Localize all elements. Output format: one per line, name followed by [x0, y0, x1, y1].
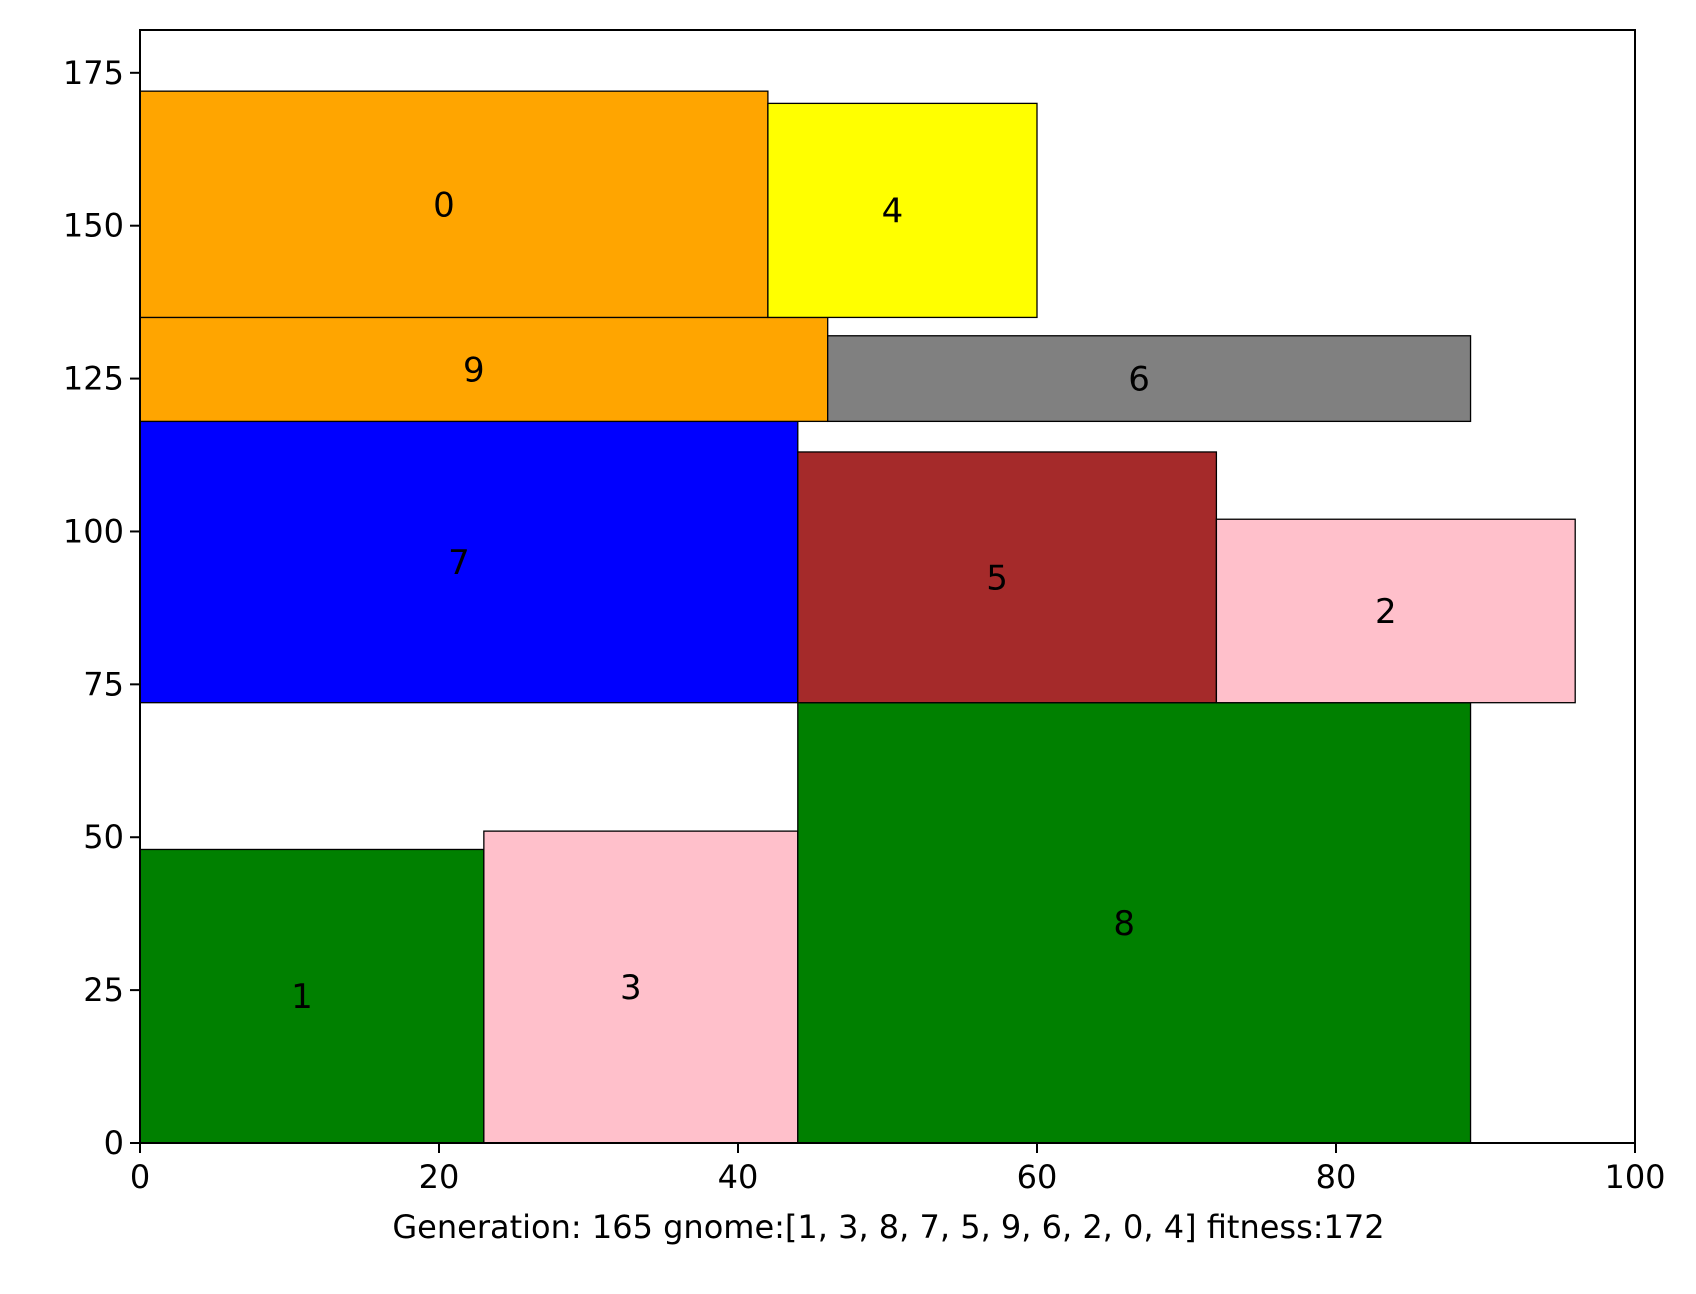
x-tick-label: 20	[419, 1158, 460, 1196]
rectangle-9	[139, 316, 829, 423]
rectangle-3	[483, 830, 799, 1144]
x-axis-ticks: 0 20 40 60 80 100	[130, 1143, 1666, 1196]
rectangle-7	[139, 420, 799, 704]
y-tick-label: 25	[83, 971, 124, 1009]
rectangle-labels-layer: 1 3 8 7 5 9 6 2 0 4	[291, 185, 1397, 1017]
rectangle-1	[139, 848, 485, 1144]
x-tick-label: 0	[130, 1158, 150, 1196]
y-tick-label: 150	[63, 207, 124, 245]
x-tick-label: 100	[1604, 1158, 1665, 1196]
y-tick-label: 100	[63, 512, 124, 550]
y-axis-ticks: 0 25 50 75 100 125 150 175	[63, 54, 140, 1162]
y-tick-label: 125	[63, 360, 124, 398]
y-tick-label: 75	[83, 665, 124, 703]
x-tick-label: 60	[1017, 1158, 1058, 1196]
rectangle-5	[797, 451, 1218, 704]
rectangle-label-5: 5	[986, 558, 1008, 598]
y-tick-label: 0	[104, 1124, 124, 1162]
x-tick-label: 40	[718, 1158, 759, 1196]
plot-frame	[139, 29, 1636, 1144]
rectangle-label-3: 3	[620, 968, 642, 1008]
rectangle-label-0: 0	[433, 185, 455, 225]
rectangle-4	[767, 102, 1038, 319]
rectangle-label-4: 4	[882, 191, 904, 231]
rectangle-label-9: 9	[463, 350, 485, 390]
rectangle-label-6: 6	[1128, 360, 1150, 400]
x-axis-label: Generation: 165 gnome:[1, 3, 8, 7, 5, 9,…	[392, 1208, 1384, 1246]
y-tick-label: 175	[63, 54, 124, 92]
rectangle-label-7: 7	[448, 543, 470, 583]
y-tick-label: 50	[83, 818, 124, 856]
rectangles-layer	[139, 90, 1576, 1144]
rectangle-label-1: 1	[291, 977, 313, 1017]
rectangle-label-2: 2	[1375, 592, 1397, 632]
rectangle-2	[1215, 518, 1576, 704]
rectangle-label-8: 8	[1113, 904, 1135, 944]
x-tick-label: 80	[1316, 1158, 1357, 1196]
rectangle-6	[827, 335, 1472, 423]
